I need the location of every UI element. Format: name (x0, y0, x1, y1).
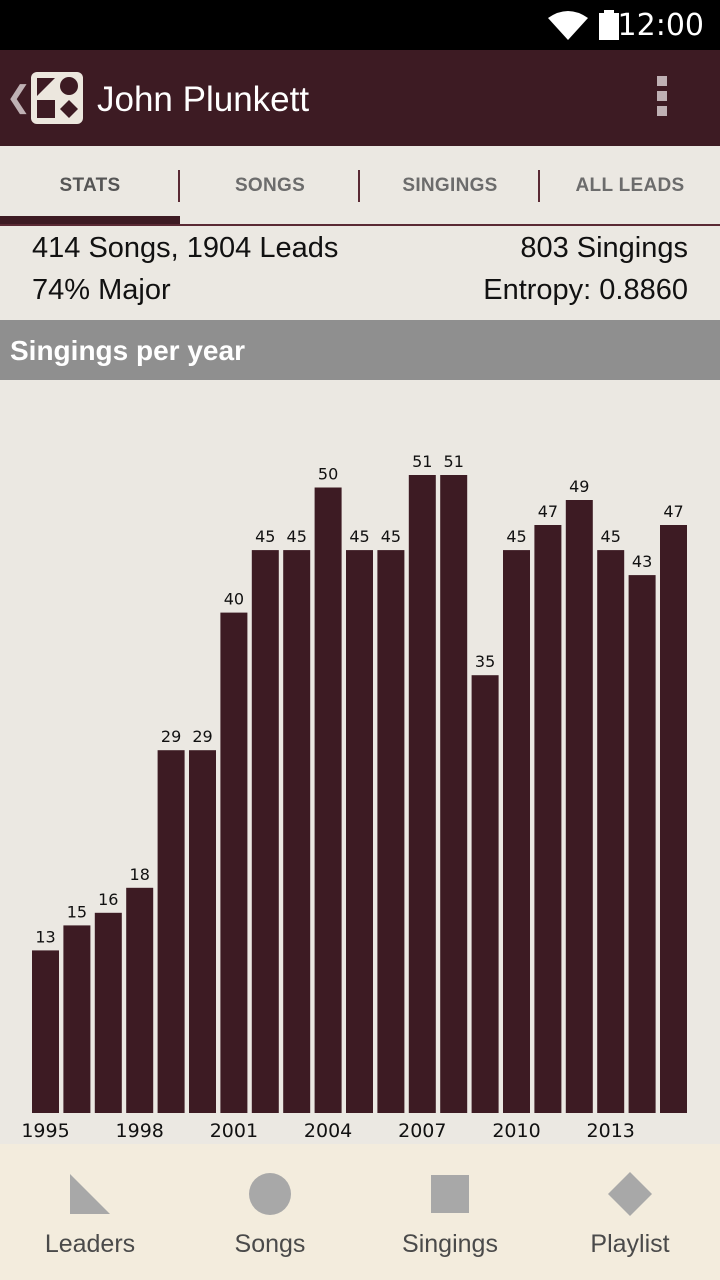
data-label-1996: 15 (67, 902, 87, 921)
nav-label: Playlist (590, 1230, 670, 1258)
nav-playlist[interactable]: Playlist (540, 1144, 720, 1280)
tab-label: SONGS (234, 175, 306, 196)
data-label-2008: 51 (444, 452, 464, 471)
battery-icon (599, 10, 619, 40)
data-label-2006: 45 (381, 527, 401, 546)
data-label-2002: 45 (255, 527, 275, 546)
bottom-nav: Leaders Songs Singings Playlist (0, 1144, 720, 1280)
data-label-2007: 51 (412, 452, 432, 471)
bar-2001 (220, 612, 248, 1113)
data-label-2005: 45 (349, 527, 369, 546)
bar-2014 (628, 575, 656, 1113)
data-label-1997: 16 (98, 890, 118, 909)
tab-divider (538, 170, 540, 202)
bar-2004 (314, 487, 342, 1113)
status-bar: 12:00 (0, 0, 720, 50)
bar-1995 (32, 950, 59, 1113)
x-tick-1995: 1995 (21, 1120, 69, 1142)
bar-2003 (283, 550, 311, 1113)
data-label-2012: 49 (569, 477, 589, 496)
bar-2015 (660, 525, 687, 1113)
tab-all-leads[interactable]: ALL LEADS (540, 146, 720, 224)
bar-2007 (408, 475, 436, 1113)
bar-2009 (471, 675, 499, 1113)
bar-1997 (94, 912, 122, 1113)
data-label-2010: 45 (506, 527, 526, 546)
app-logo-icon[interactable] (31, 72, 83, 124)
tab-divider (178, 170, 180, 202)
nav-leaders[interactable]: Leaders (0, 1144, 180, 1280)
x-tick-2001: 2001 (210, 1120, 258, 1142)
songs-leads-count: 414 Songs, 1904 Leads (32, 232, 339, 264)
circle-icon (249, 1173, 291, 1215)
back-icon[interactable]: ❮ (6, 81, 32, 114)
data-label-2000: 29 (192, 727, 212, 746)
bar-2000 (189, 750, 216, 1113)
tab-singings[interactable]: SINGINGS (360, 146, 540, 224)
tab-songs[interactable]: SONGS (180, 146, 360, 224)
data-label-2009: 35 (475, 652, 495, 671)
bar-1999 (157, 750, 185, 1113)
data-label-2003: 45 (287, 527, 307, 546)
singings-per-year-chart: 13 15 16 18 29 29 40 45 45 50 45 45 51 51 35 45 47 49 45 43… (21, 452, 687, 1142)
tab-stats[interactable]: STATS (0, 146, 180, 224)
overflow-menu-icon[interactable] (657, 76, 669, 120)
bar-1998 (126, 887, 154, 1113)
section-header: Singings per year (0, 320, 720, 380)
bar-1996 (63, 925, 91, 1113)
data-label-2011: 47 (538, 502, 558, 521)
x-tick-2004: 2004 (304, 1120, 352, 1142)
data-label-1995: 13 (35, 927, 55, 946)
x-tick-1998: 1998 (116, 1120, 164, 1142)
square-icon (431, 1175, 469, 1213)
data-label-2013: 45 (601, 527, 621, 546)
nav-label: Leaders (44, 1230, 136, 1258)
nav-label: Singings (402, 1230, 498, 1258)
singings-count: 803 Singings (520, 232, 688, 264)
wifi-icon (548, 11, 588, 40)
triangle-icon (70, 1174, 110, 1214)
tab-label: STATS (59, 175, 121, 196)
bar-2005 (346, 550, 373, 1113)
data-label-2015: 47 (663, 502, 683, 521)
diamond-icon (608, 1172, 652, 1216)
nav-label: Songs (234, 1230, 306, 1258)
major-percent: 74% Major (32, 274, 171, 306)
tab-indicator (0, 216, 180, 224)
clock: 12:00 (617, 8, 704, 43)
bar-2006 (377, 550, 405, 1113)
tab-label: SINGINGS (402, 175, 498, 196)
x-tick-2013: 2013 (587, 1120, 635, 1142)
entropy-value: Entropy: 0.8860 (483, 274, 688, 306)
tab-bar: STATS SONGS SINGINGS ALL LEADS (0, 146, 720, 226)
stats-summary: 414 Songs, 1904 Leads 803 Singings 74% M… (0, 228, 720, 320)
tab-divider (358, 170, 360, 202)
bar-2012 (565, 500, 593, 1113)
bar-2002 (251, 550, 279, 1113)
data-label-1998: 18 (130, 865, 150, 884)
bar-2013 (597, 550, 625, 1113)
nav-songs[interactable]: Songs (180, 1144, 360, 1280)
x-tick-2010: 2010 (492, 1120, 540, 1142)
x-tick-2007: 2007 (398, 1120, 446, 1142)
section-title: Singings per year (10, 335, 245, 366)
tab-label: ALL LEADS (575, 175, 685, 196)
app-bar: ❮ John Plunkett (0, 50, 720, 146)
data-label-2004: 50 (318, 465, 338, 484)
data-label-2001: 40 (224, 590, 244, 609)
page-title: John Plunkett (97, 80, 310, 119)
data-label-2014: 43 (632, 552, 652, 571)
nav-singings[interactable]: Singings (360, 1144, 540, 1280)
bar-2010 (503, 550, 530, 1113)
bar-2008 (440, 475, 468, 1113)
bar-2011 (534, 525, 562, 1113)
data-label-1999: 29 (161, 727, 181, 746)
